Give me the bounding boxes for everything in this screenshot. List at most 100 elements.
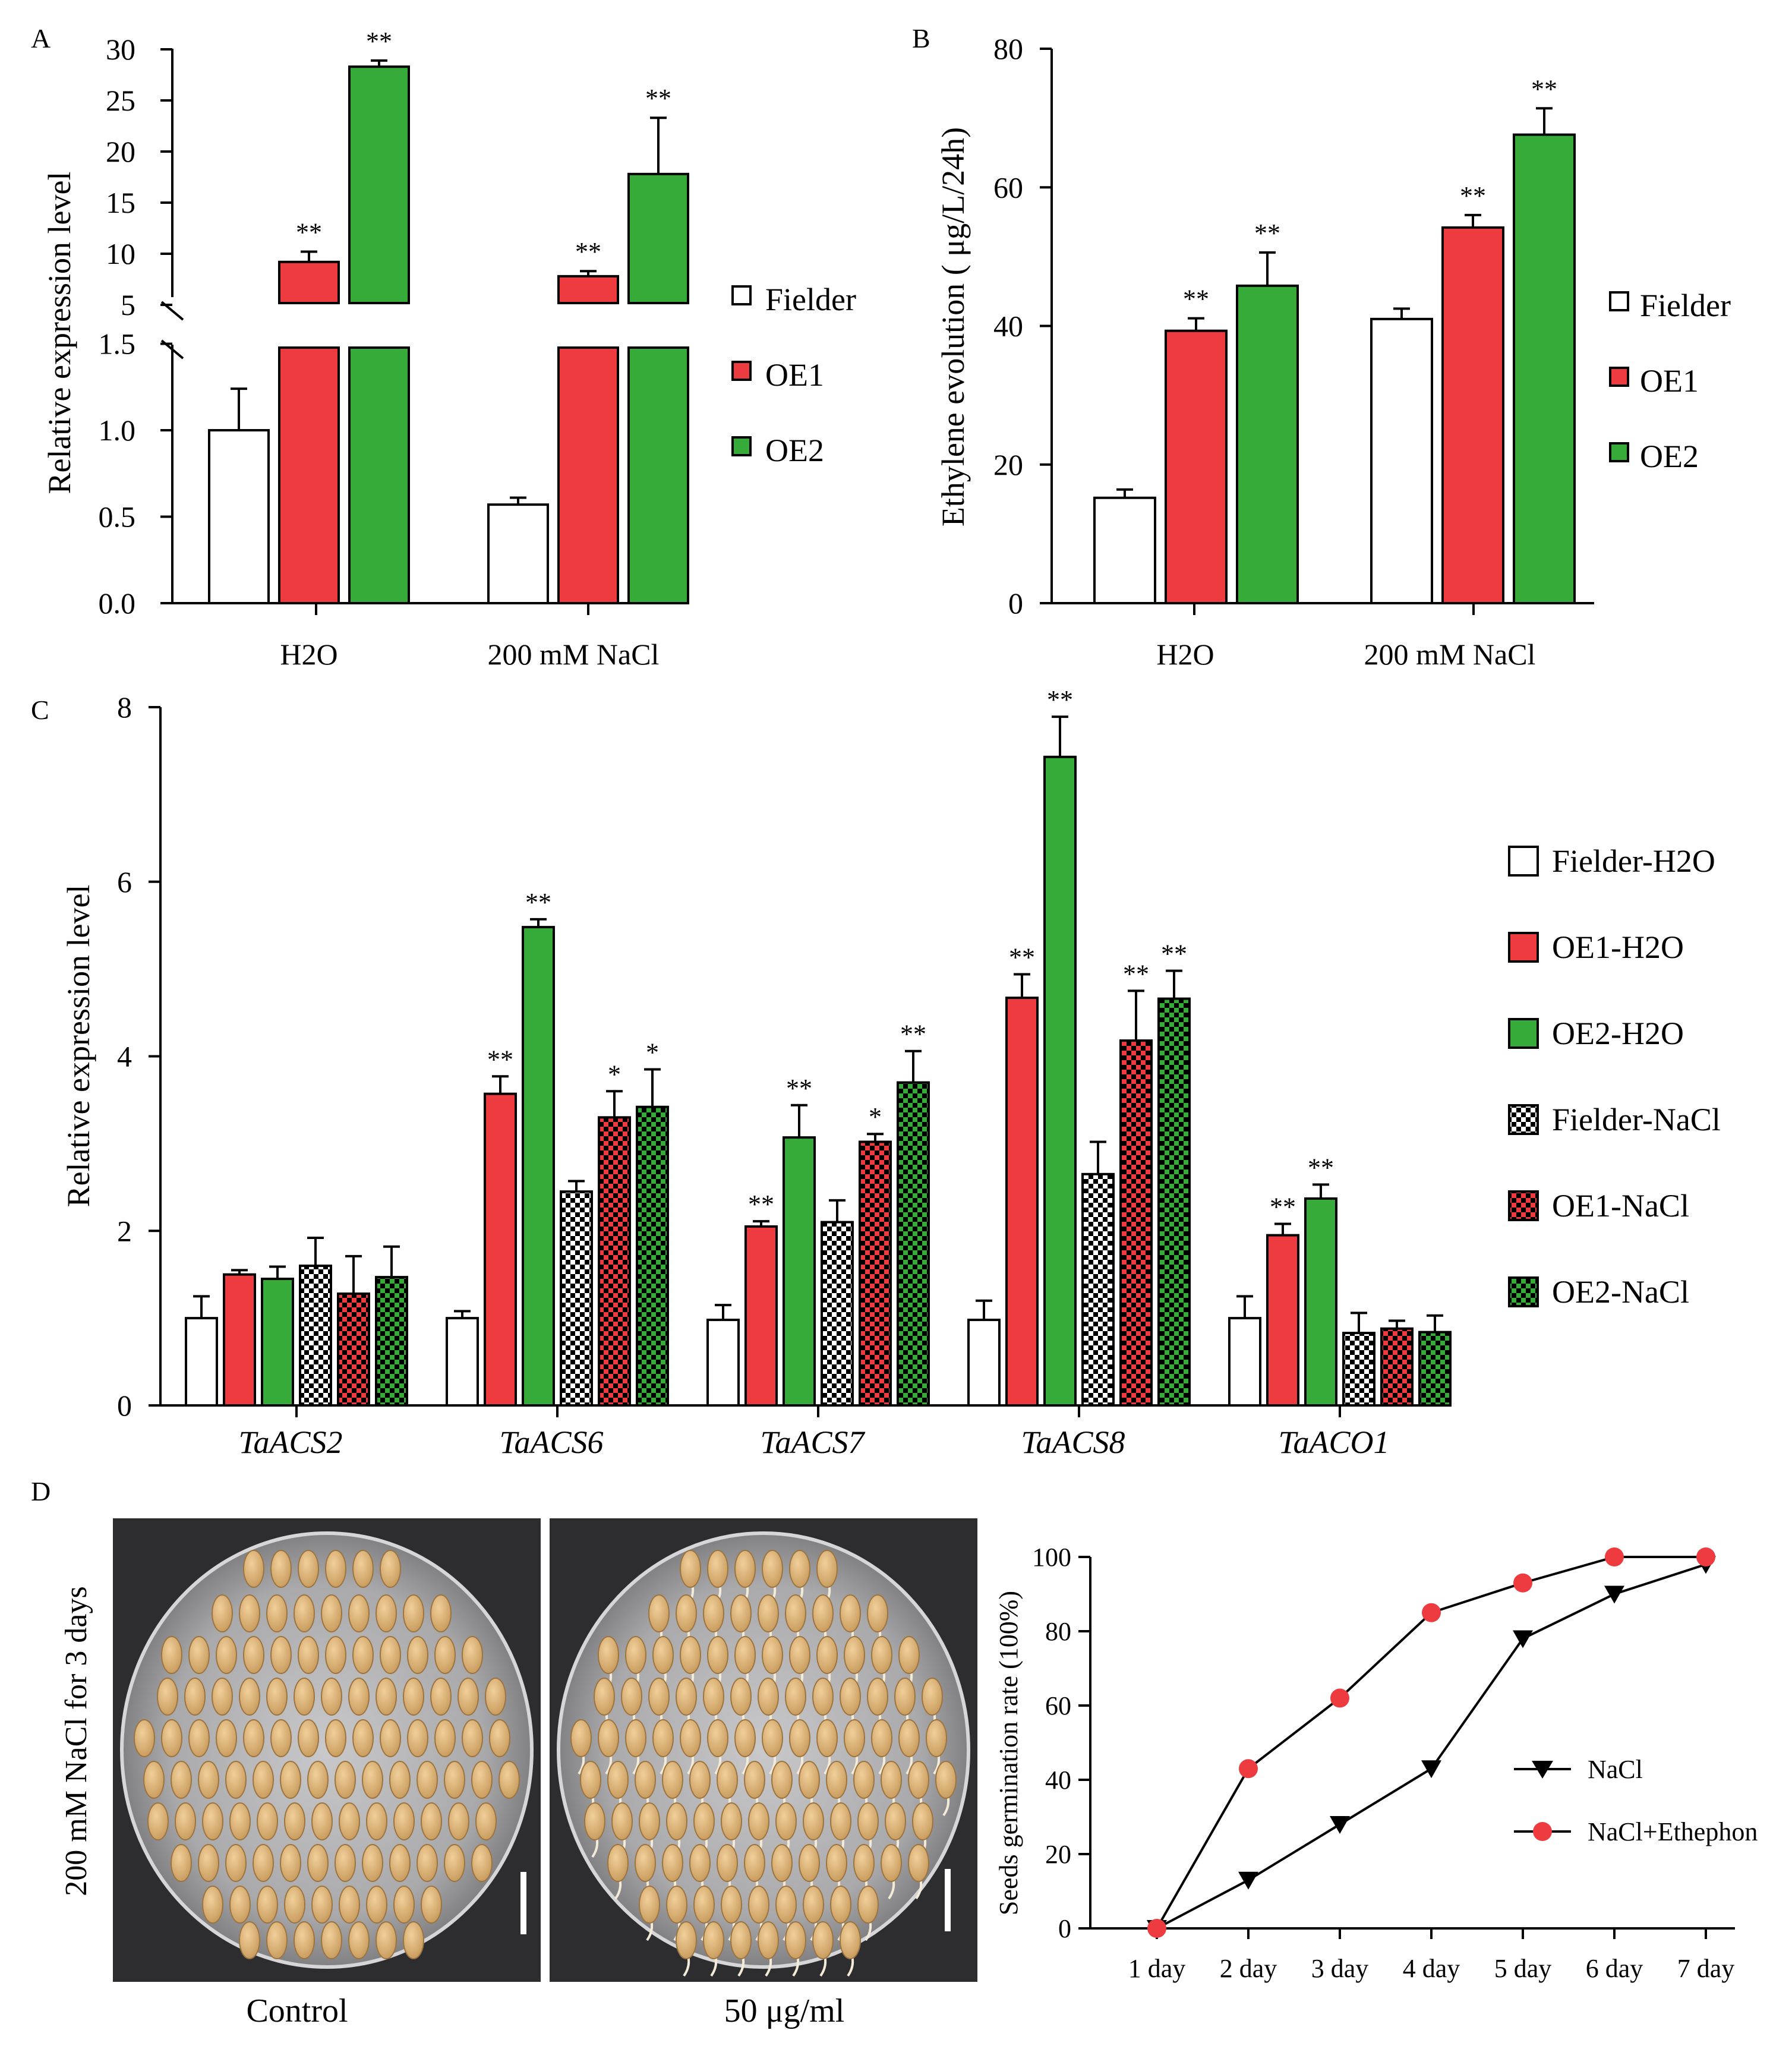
seed xyxy=(707,1636,728,1674)
bar-oe1-lower xyxy=(557,346,619,604)
seed xyxy=(298,1719,319,1757)
seed xyxy=(257,1886,278,1924)
chart-c-gene-label: TaACS6 xyxy=(499,1424,603,1460)
chart-c-y-tick-label: 0 xyxy=(117,1389,132,1422)
seed xyxy=(202,1802,223,1840)
seed xyxy=(676,1594,697,1632)
marker-nacl-ethephon xyxy=(1239,1759,1258,1779)
bar-oe2-lower xyxy=(348,346,410,604)
legend-swatch-fielder xyxy=(731,285,752,305)
bar-fielder-nacl xyxy=(821,1221,854,1407)
seed xyxy=(266,1678,288,1716)
legend-label: OE1-NaCl xyxy=(1552,1188,1689,1224)
seed xyxy=(229,1802,251,1840)
chart-b-y-tick-label: 60 xyxy=(993,171,1023,204)
seed xyxy=(225,1761,247,1799)
chart-a-ylabel: Relative expression level xyxy=(42,172,77,494)
panel-label-d: D xyxy=(31,1476,51,1506)
seed xyxy=(366,1886,387,1924)
seed xyxy=(321,1921,342,1959)
seed xyxy=(280,1761,301,1799)
seed xyxy=(730,1594,752,1632)
chart-d-ylabel: Seeds germination rate (100%) xyxy=(994,1591,1023,1915)
seed xyxy=(707,1719,728,1757)
legend-swatch xyxy=(1508,1104,1539,1135)
seed xyxy=(407,1719,428,1757)
seed xyxy=(789,1636,810,1674)
seed xyxy=(284,1886,305,1924)
chart-a-category-label: H2O xyxy=(280,638,337,671)
seed xyxy=(625,1636,646,1674)
seed xyxy=(485,1678,506,1716)
legend-swatch xyxy=(1508,932,1539,963)
seed xyxy=(270,1550,292,1588)
seed xyxy=(721,1802,742,1840)
chart-b-category-label: 200 mM NaCl xyxy=(1364,638,1536,671)
seed xyxy=(143,1761,165,1799)
chart-d-x-tick-label: 5 day xyxy=(1494,1954,1552,1983)
marker-nacl xyxy=(1238,1871,1258,1890)
significance-marker: * xyxy=(608,1060,621,1089)
seed xyxy=(434,1636,456,1674)
chart-b-y-tick-label: 40 xyxy=(993,310,1023,343)
legend-swatch-oe1 xyxy=(731,361,752,381)
bar-oe1 xyxy=(1165,329,1228,604)
legend-marker-ethephon xyxy=(1533,1822,1552,1841)
seed xyxy=(198,1844,219,1882)
significance-marker: * xyxy=(869,1102,882,1131)
seed xyxy=(898,1636,920,1674)
seed xyxy=(229,1886,251,1924)
seed xyxy=(844,1636,865,1674)
bar-oe2-nacl xyxy=(375,1276,408,1407)
seed xyxy=(594,1678,615,1716)
seed xyxy=(389,1761,411,1799)
bar-oe2-upper xyxy=(348,65,410,305)
seed xyxy=(348,1678,370,1716)
seed xyxy=(648,1594,670,1632)
bar-fielder-nacl xyxy=(560,1190,593,1407)
seed xyxy=(816,1550,838,1588)
bar-oe1-nacl xyxy=(598,1116,631,1407)
seed xyxy=(857,1802,879,1840)
seed xyxy=(881,1761,902,1799)
seed xyxy=(762,1636,783,1674)
bar-oe1-nacl xyxy=(1119,1039,1153,1407)
significance-marker: ** xyxy=(645,84,671,113)
seed xyxy=(676,1921,697,1959)
legend-label-oe1: OE1 xyxy=(765,357,824,393)
significance-marker: ** xyxy=(575,237,601,266)
seed xyxy=(758,1921,779,1959)
seed xyxy=(789,1719,810,1757)
seed xyxy=(853,1761,875,1799)
seed xyxy=(935,1761,957,1799)
bar-oe1-upper xyxy=(557,275,619,304)
significance-marker: ** xyxy=(786,1074,812,1103)
chart-b-legend: Fielder OE1 OE2 xyxy=(1609,288,1731,474)
seed xyxy=(867,1678,888,1716)
seed xyxy=(475,1802,497,1840)
seed xyxy=(680,1719,701,1757)
legend-swatch xyxy=(1508,1190,1539,1221)
bar-fielder-h2o xyxy=(185,1317,218,1407)
chart-d-y-tick-label: 100 xyxy=(1032,1543,1071,1572)
chart-a-y-tick-label: 1.5 xyxy=(99,327,136,361)
chart-a-y-tick-label: 20 xyxy=(106,135,135,168)
seed xyxy=(826,1761,847,1799)
chart-d: Seeds germination rate (100%) 0 20 40 60 80 1… xyxy=(994,1543,1758,1983)
seed xyxy=(689,1844,711,1882)
seed xyxy=(635,1844,656,1882)
significance-marker: ** xyxy=(1047,685,1073,714)
photo-side-label: 200 mM NaCl for 3 days xyxy=(59,1586,93,1896)
chart-c-legend: Fielder-H2O OE1-H2O OE2-H2O Fielder-NaCl OE1… xyxy=(1508,843,1721,1310)
bar-oe2-h2o xyxy=(1043,755,1077,1407)
seed xyxy=(471,1761,493,1799)
significance-marker: ** xyxy=(1161,940,1187,969)
seed xyxy=(157,1678,178,1716)
legend-label-fielder: Fielder xyxy=(765,282,856,317)
seed xyxy=(294,1921,315,1959)
bar-oe2-h2o xyxy=(522,926,555,1407)
chart-a-y-tick-label: 1.0 xyxy=(99,414,136,447)
seed xyxy=(881,1844,902,1882)
seed xyxy=(826,1844,847,1882)
